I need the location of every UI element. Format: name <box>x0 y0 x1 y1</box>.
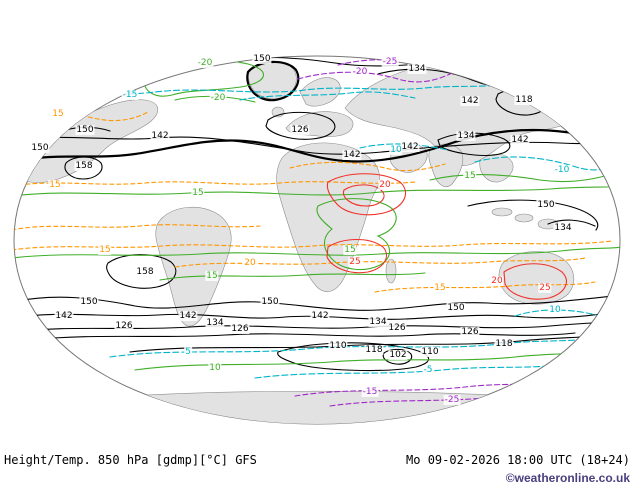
world-map-svg <box>13 55 621 425</box>
chart-datetime: Mo 09-02-2026 18:00 UTC (18+24) <box>406 453 630 467</box>
chart-footer: Height/Temp. 850 hPa [gdmp][°C] GFS Mo 0… <box>0 453 634 471</box>
chart-title: Height/Temp. 850 hPa [gdmp][°C] GFS <box>4 453 257 467</box>
indonesia <box>491 207 513 217</box>
map-area: 150 134 142 118 150 150 142 126 142 142 134 142 158 1… <box>13 54 621 425</box>
copyright-text: ©weatheronline.co.uk <box>505 471 630 485</box>
arctic-island <box>73 74 107 90</box>
indonesia <box>514 213 534 223</box>
height-contours <box>14 56 620 372</box>
scandinavia <box>299 77 341 107</box>
japan <box>579 106 593 126</box>
temp-contours-red <box>326 173 567 300</box>
temp-contours-purple <box>294 59 579 407</box>
madagascar <box>385 258 397 284</box>
antarctica <box>59 390 575 424</box>
arctic-island <box>112 66 138 80</box>
new-zealand <box>593 319 607 341</box>
south-america <box>155 206 232 327</box>
australia <box>498 251 575 305</box>
